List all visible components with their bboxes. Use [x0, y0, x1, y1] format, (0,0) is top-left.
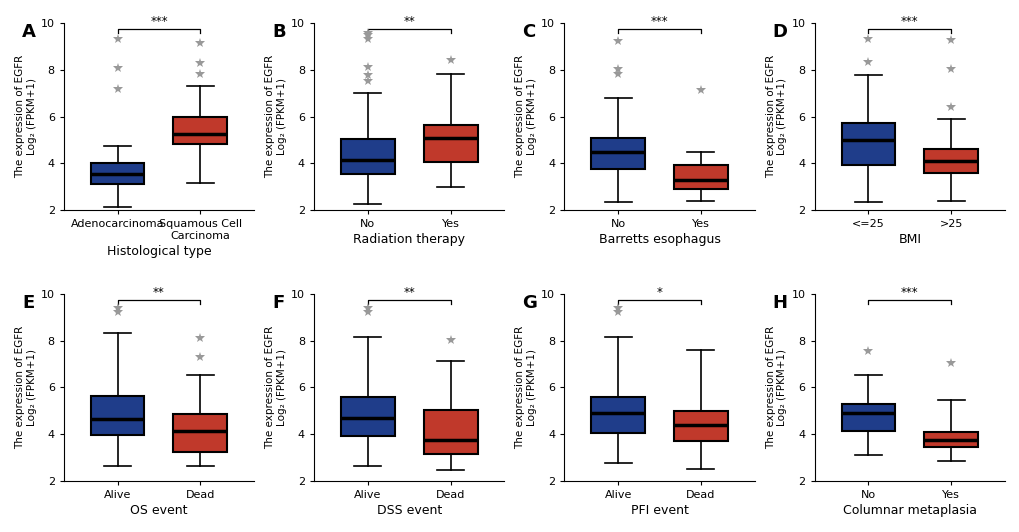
PathPatch shape — [340, 139, 394, 174]
X-axis label: BMI: BMI — [898, 234, 920, 246]
Text: D: D — [772, 23, 787, 41]
PathPatch shape — [340, 397, 394, 436]
PathPatch shape — [841, 404, 895, 430]
X-axis label: DSS event: DSS event — [376, 504, 441, 517]
PathPatch shape — [91, 396, 145, 435]
Text: ***: *** — [900, 15, 918, 28]
X-axis label: Columnar metaplasia: Columnar metaplasia — [842, 504, 976, 517]
PathPatch shape — [674, 164, 728, 189]
X-axis label: OS event: OS event — [130, 504, 187, 517]
Y-axis label: The expression of EGFR
Log₂ (FPKM+1): The expression of EGFR Log₂ (FPKM+1) — [15, 55, 37, 178]
Text: ***: *** — [650, 15, 667, 28]
PathPatch shape — [423, 410, 477, 454]
PathPatch shape — [591, 397, 644, 433]
PathPatch shape — [923, 432, 977, 447]
Text: A: A — [21, 23, 36, 41]
Y-axis label: The expression of EGFR
Log₂ (FPKM+1): The expression of EGFR Log₂ (FPKM+1) — [765, 326, 787, 449]
PathPatch shape — [923, 149, 977, 173]
PathPatch shape — [91, 163, 145, 185]
Text: **: ** — [153, 286, 165, 298]
X-axis label: Radiation therapy: Radiation therapy — [353, 234, 465, 246]
PathPatch shape — [841, 122, 895, 164]
Text: G: G — [522, 294, 537, 312]
Y-axis label: The expression of EGFR
Log₂ (FPKM+1): The expression of EGFR Log₂ (FPKM+1) — [15, 326, 37, 449]
Y-axis label: The expression of EGFR
Log₂ (FPKM+1): The expression of EGFR Log₂ (FPKM+1) — [265, 326, 286, 449]
Text: H: H — [772, 294, 787, 312]
X-axis label: Histological type: Histological type — [107, 245, 211, 258]
PathPatch shape — [423, 125, 477, 162]
Y-axis label: The expression of EGFR
Log₂ (FPKM+1): The expression of EGFR Log₂ (FPKM+1) — [265, 55, 286, 178]
PathPatch shape — [674, 411, 728, 441]
X-axis label: Barretts esophagus: Barretts esophagus — [598, 234, 719, 246]
Text: C: C — [522, 23, 535, 41]
PathPatch shape — [173, 117, 227, 144]
Text: F: F — [272, 294, 284, 312]
Y-axis label: The expression of EGFR
Log₂ (FPKM+1): The expression of EGFR Log₂ (FPKM+1) — [515, 326, 537, 449]
PathPatch shape — [173, 414, 227, 452]
Text: ***: *** — [150, 15, 168, 28]
Text: **: ** — [403, 286, 415, 298]
Text: *: * — [656, 286, 661, 298]
Text: B: B — [272, 23, 285, 41]
Text: **: ** — [403, 15, 415, 28]
Y-axis label: The expression of EGFR
Log₂ (FPKM+1): The expression of EGFR Log₂ (FPKM+1) — [515, 55, 537, 178]
PathPatch shape — [591, 138, 644, 169]
Text: ***: *** — [900, 286, 918, 298]
Y-axis label: The expression of EGFR
Log₂ (FPKM+1): The expression of EGFR Log₂ (FPKM+1) — [765, 55, 787, 178]
X-axis label: PFI event: PFI event — [630, 504, 688, 517]
Text: E: E — [21, 294, 34, 312]
